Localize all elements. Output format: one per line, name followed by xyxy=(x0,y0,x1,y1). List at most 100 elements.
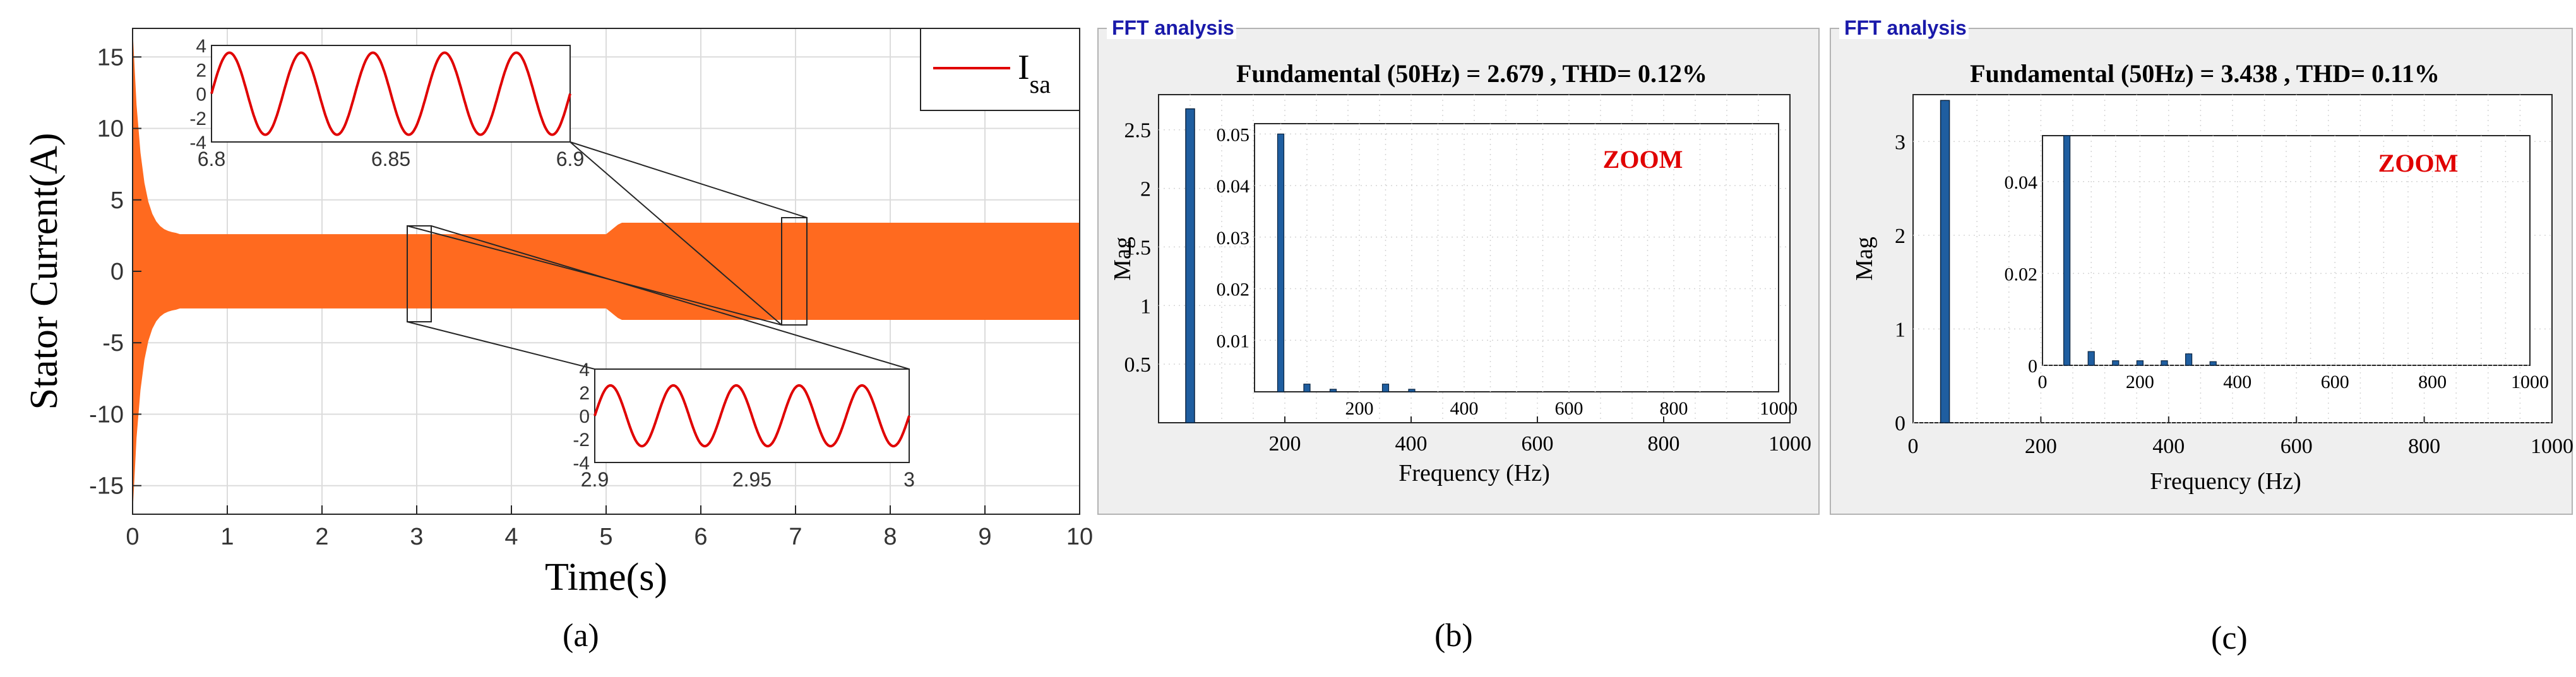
zoom-xtick-label: 600 xyxy=(2321,372,2349,392)
a-ytick-label: 15 xyxy=(97,44,124,71)
chart-a-ylabel: Stator Current(A) xyxy=(23,132,66,409)
chart-c-title: Fundamental (50Hz) = 3.438 , THD= 0.11% xyxy=(1970,59,2440,88)
zoom-ytick-label: 0.05 xyxy=(1217,124,1250,145)
a-xtick-label: 7 xyxy=(789,524,802,550)
zoom-ytick-label: 0.02 xyxy=(2005,264,2038,285)
inset2-sine xyxy=(593,384,910,448)
zoom-ytick-label: 0.03 xyxy=(1217,228,1250,249)
chart-c-zoom-label: ZOOM xyxy=(2378,149,2459,177)
a-xtick-label: 3 xyxy=(410,524,423,550)
caption-a: (a) xyxy=(563,618,599,654)
chart-a-xlabel: Time(s) xyxy=(545,556,667,599)
chart-b: FFT analysis Fundamental (50Hz) = 2.679 … xyxy=(1097,14,1820,515)
fft-ytick-label: 1.5 xyxy=(1124,236,1152,259)
inset-ytick-label: 2 xyxy=(196,60,206,81)
inset-xtick-label: 6.9 xyxy=(556,148,584,170)
chart-c-main-marks: 0 200 400 600 800 1000 3 2 1 0 xyxy=(1895,95,2573,458)
chart-a: 0 1 2 3 4 5 6 7 8 9 10 15 10 5 0 -5 -10 -15 Time(s) Stato… xyxy=(23,28,1092,599)
a-xtick-label: 4 xyxy=(504,524,518,550)
zoom-bar xyxy=(2063,135,2071,366)
fft-ytick-label: 0 xyxy=(1895,412,1905,435)
a-series-envelope xyxy=(133,28,1080,514)
a-xtick-label: 9 xyxy=(978,524,991,550)
chart-c-xlabel: Frequency (Hz) xyxy=(2150,468,2301,495)
zoom-bar xyxy=(1408,389,1416,392)
zoom-bar xyxy=(2185,353,2193,366)
fft-xtick-label: 800 xyxy=(1648,432,1680,456)
zoom-xtick-label: 800 xyxy=(1660,398,1688,419)
chart-c-ylabel: Mag xyxy=(1851,237,1878,281)
zoom-bar xyxy=(1381,384,1390,392)
a-ytick-label: 10 xyxy=(97,116,124,143)
zoom-bar xyxy=(1329,389,1337,392)
inset1-waveform xyxy=(210,51,571,136)
inset1-sine xyxy=(210,51,571,136)
a-ytick-label: 5 xyxy=(110,187,124,214)
fft-ytick-label: 2 xyxy=(1895,225,1905,248)
a-xtick-label: 8 xyxy=(883,524,897,550)
inset-xtick-label: 6.8 xyxy=(198,148,225,170)
inset-ytick-label: -2 xyxy=(573,430,590,450)
chart-b-title: Fundamental (50Hz) = 2.679 , THD= 0.12% xyxy=(1236,59,1707,88)
zoom-ytick-label: 0.04 xyxy=(2005,172,2038,193)
zoom-xtick-label: 0 xyxy=(2038,372,2048,392)
zoom-box-inset1-source xyxy=(781,217,808,326)
chart-b-zoom-label: ZOOM xyxy=(1603,145,1683,174)
fft-ytick-label: 1 xyxy=(1140,295,1151,318)
zoom-bar xyxy=(2161,360,2168,366)
fft-xtick-label: 600 xyxy=(2281,435,2313,458)
inset-ytick-label: 0 xyxy=(196,85,206,105)
inset-ytick-label: -4 xyxy=(189,132,206,153)
chart-b-xlabel: Frequency (Hz) xyxy=(1398,460,1550,486)
inset-ytick-label: 0 xyxy=(579,406,590,427)
zoom-xtick-label: 1000 xyxy=(2511,372,2549,392)
zoom-xtick-label: 400 xyxy=(2223,372,2251,392)
legend-label: I xyxy=(1018,48,1030,87)
inset-ytick-label: 4 xyxy=(579,360,590,380)
chart-b-zoom-marks: 0.05 0.04 0.03 0.02 0.01 200 400 600 800 1000 xyxy=(1217,124,1798,419)
fft-ytick-label: 2 xyxy=(1140,178,1151,201)
inset-ytick-label: 2 xyxy=(579,383,590,404)
inset-xtick-label: 6.85 xyxy=(371,148,410,170)
zoom-bar xyxy=(2136,360,2144,366)
zoom-ytick-label: 0.01 xyxy=(1217,331,1250,351)
chart-a-waveform xyxy=(133,28,1080,514)
fft-xtick-label: 1000 xyxy=(1768,432,1811,456)
chart-a-ticks: 0 1 2 3 4 5 6 7 8 9 10 15 10 5 0 -5 -10 -15 xyxy=(89,44,1092,550)
chart-b-zoom: 0.05 0.04 0.03 0.02 0.01 200 400 600 800 1000 ZOO… xyxy=(1217,123,1798,419)
a-ytick-label: -10 xyxy=(89,401,124,428)
chart-c: FFT analysis Fundamental (50Hz) = 3.438 … xyxy=(1830,14,2573,515)
fft-bar xyxy=(1185,108,1195,423)
a-xtick-label: 10 xyxy=(1066,524,1092,550)
zoom-ytick-label: 0 xyxy=(2028,356,2037,377)
inset2-waveform xyxy=(593,384,910,448)
legend-label-sub: sa xyxy=(1030,70,1051,98)
zoom-bar xyxy=(2112,360,2120,366)
chart-c-panel-title: FFT analysis xyxy=(1844,16,1967,39)
a-ytick-label: -15 xyxy=(89,473,124,500)
zoom-xtick-label: 400 xyxy=(1450,398,1479,419)
chart-c-zoom: 0.04 0.02 00 200 400 600 800 1000 ZOOM xyxy=(2005,135,2549,392)
inset-ytick-label: -2 xyxy=(189,109,206,129)
fft-xtick-label: 400 xyxy=(1395,432,1428,456)
a-xtick-label: 1 xyxy=(220,524,234,550)
zoom-bar xyxy=(1303,384,1311,392)
zoom-ytick-label: 0.02 xyxy=(1217,280,1250,300)
caption-b: (b) xyxy=(1434,618,1473,654)
inset-xtick-label: 2.95 xyxy=(732,468,772,491)
zoom-ytick-label: 0.04 xyxy=(1217,176,1250,197)
fft-ytick-label: 0.5 xyxy=(1124,353,1152,377)
fft-xtick-label: 1000 xyxy=(2531,435,2573,458)
fft-xtick-label: 200 xyxy=(1269,432,1301,456)
inset2-ticks: 2.9 2.95 3 4 20 -2 -4 xyxy=(573,360,915,491)
zoom-bar xyxy=(2087,351,2095,366)
fft-bar xyxy=(1940,100,1950,423)
chart-a-inset2: 2.9 2.95 3 4 20 -2 -4 xyxy=(573,360,915,491)
fft-ytick-label: 1 xyxy=(1895,318,1905,341)
fft-xtick-label: 0 xyxy=(1908,435,1919,458)
fft-xtick-label: 600 xyxy=(1522,432,1554,456)
a-xtick-label: 2 xyxy=(315,524,328,550)
zoom-xtick-label: 800 xyxy=(2418,372,2447,392)
inset-ytick-label: 4 xyxy=(196,36,206,57)
a-xtick-label: 6 xyxy=(694,524,707,550)
